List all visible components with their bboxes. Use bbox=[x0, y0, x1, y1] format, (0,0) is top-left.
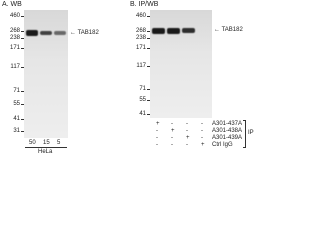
cell: - bbox=[156, 142, 158, 148]
marker-tick bbox=[147, 31, 150, 32]
target-label: ← TAB182 bbox=[70, 30, 99, 36]
cell: - bbox=[156, 135, 158, 141]
marker-tick bbox=[21, 131, 24, 132]
group-label: IP bbox=[248, 130, 254, 136]
row-label: A301-437A bbox=[212, 121, 243, 127]
marker-label: 71 bbox=[139, 86, 146, 92]
marker-tick bbox=[21, 31, 24, 32]
blot bbox=[150, 10, 212, 118]
marker-label: 55 bbox=[139, 97, 146, 103]
marker-label: 41 bbox=[13, 116, 20, 122]
marker-tick bbox=[21, 119, 24, 120]
marker-label: 460 bbox=[135, 13, 146, 19]
marker-tick bbox=[147, 89, 150, 90]
panel-title: B. IP/WB bbox=[130, 1, 159, 8]
marker-tick bbox=[147, 48, 150, 49]
marker-tick bbox=[147, 66, 150, 67]
marker-tick bbox=[21, 38, 24, 39]
cell: + bbox=[186, 135, 190, 141]
blot bbox=[24, 10, 68, 138]
marker-label: 117 bbox=[136, 63, 146, 69]
marker-tick bbox=[147, 38, 150, 39]
bracket bbox=[25, 147, 67, 148]
marker-label: 171 bbox=[135, 45, 146, 51]
row-label: Ctrl IgG bbox=[212, 142, 233, 148]
marker-label: 268 bbox=[9, 28, 20, 34]
cell: - bbox=[156, 128, 158, 134]
cell: - bbox=[201, 135, 203, 141]
marker-label: 41 bbox=[139, 111, 146, 117]
marker-label: 460 bbox=[9, 13, 20, 19]
marker-tick bbox=[21, 48, 24, 49]
cell: + bbox=[156, 121, 160, 127]
marker-tick bbox=[147, 114, 150, 115]
marker-label: 268 bbox=[135, 28, 146, 34]
marker-label: 171 bbox=[9, 45, 20, 51]
cell: - bbox=[186, 121, 188, 127]
cell: + bbox=[201, 142, 205, 148]
lane-label: 50 bbox=[29, 140, 36, 146]
cell: - bbox=[171, 121, 173, 127]
marker-label: 117 bbox=[10, 64, 20, 70]
marker-tick bbox=[21, 104, 24, 105]
cell: - bbox=[186, 142, 188, 148]
target-label: ← TAB182 bbox=[214, 27, 243, 33]
target-name: TAB182 bbox=[221, 27, 243, 33]
marker-tick bbox=[21, 91, 24, 92]
cell: - bbox=[201, 128, 203, 134]
bracket bbox=[243, 120, 246, 148]
target-name: TAB182 bbox=[77, 30, 99, 36]
marker-label: 238 bbox=[9, 35, 20, 41]
marker-label: 31 bbox=[13, 128, 20, 134]
cell: - bbox=[201, 121, 203, 127]
row-label: A301-439A bbox=[212, 135, 243, 141]
marker-label: 55 bbox=[13, 101, 20, 107]
cell: - bbox=[186, 128, 188, 134]
cell: - bbox=[171, 135, 173, 141]
marker-tick bbox=[147, 16, 150, 17]
cell: + bbox=[171, 128, 175, 134]
marker-tick bbox=[21, 16, 24, 17]
lane-label: 5 bbox=[57, 140, 61, 146]
row-label: A301-438A bbox=[212, 128, 243, 134]
panel-title: A. WB bbox=[2, 1, 22, 8]
figure: A. WB B. IP/WB ← TAB182 ← TAB182 HeLa IP… bbox=[2, 1, 254, 155]
marker-tick bbox=[147, 100, 150, 101]
marker-label: 238 bbox=[135, 35, 146, 41]
marker-tick bbox=[21, 67, 24, 68]
cell: - bbox=[171, 142, 173, 148]
sample-label: HeLa bbox=[38, 149, 53, 155]
marker-label: 71 bbox=[13, 88, 20, 94]
lane-label: 15 bbox=[43, 140, 50, 146]
